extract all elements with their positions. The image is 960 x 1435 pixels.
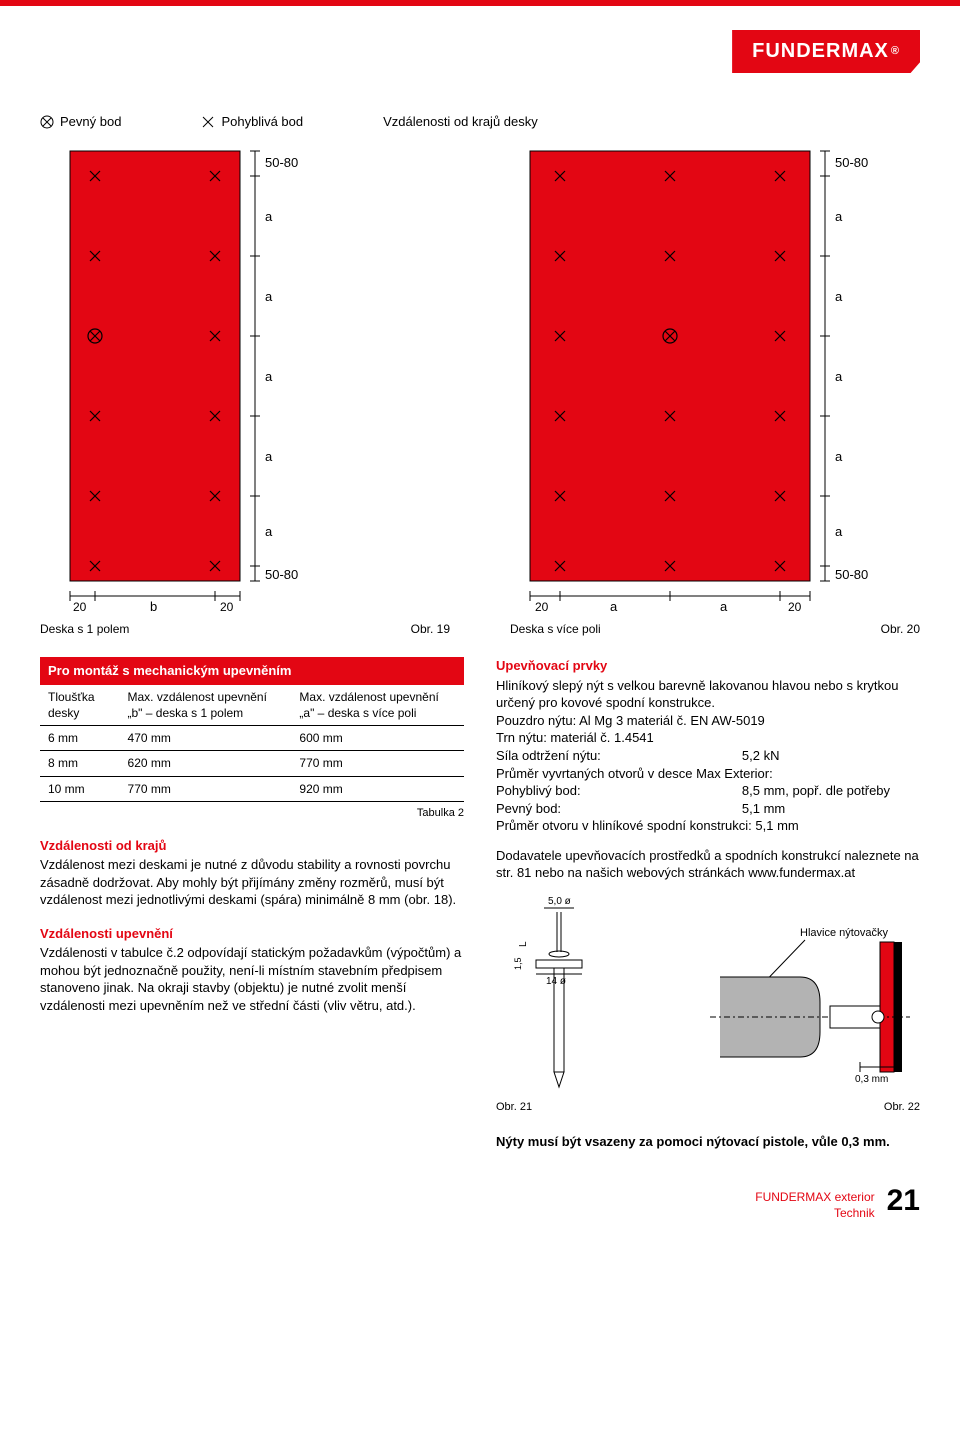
svg-text:20: 20 bbox=[788, 600, 802, 611]
table-col1: Tloušťka desky bbox=[40, 685, 120, 726]
sec2-body: Vzdálenosti v tabulce č.2 odpovídají sta… bbox=[40, 944, 464, 1014]
svg-text:b: b bbox=[150, 599, 157, 611]
table-row: 8 mm620 mm770 mm bbox=[40, 751, 464, 776]
legend: Pevný bod Pohyblivá bod Vzdálenosti od k… bbox=[40, 113, 920, 131]
content-columns: Pro montáž s mechanickým upevněním Tlouš… bbox=[40, 657, 920, 1161]
svg-text:a: a bbox=[720, 599, 728, 611]
spacing-table: Tloušťka desky Max. vzdálenost upevnění … bbox=[40, 685, 464, 802]
svg-text:a: a bbox=[265, 209, 273, 224]
rivet-head-icon: Hlavice nýtovačky 0,3 mm bbox=[700, 922, 920, 1092]
legend-fixed-label: Pevný bod bbox=[60, 113, 121, 131]
fig19-labels: Deska s 1 polem Obr. 19 bbox=[40, 621, 450, 637]
legend-sliding-label: Pohyblivá bod bbox=[221, 113, 303, 131]
page: FUNDERMAX® Pevný bod Pohyblivá bod Vzdál… bbox=[0, 10, 960, 1251]
svg-text:a: a bbox=[835, 369, 843, 384]
svg-text:L: L bbox=[518, 941, 529, 947]
footer-line1: FUNDERMAX exterior bbox=[755, 1189, 874, 1205]
spec-row: Průměr vyvrtaných otvorů v desce Max Ext… bbox=[496, 765, 920, 783]
diagram-single-field: 50-80 a a a a a 50-80 20 b 20 Deska s 1 … bbox=[40, 141, 450, 638]
svg-text:50-80: 50-80 bbox=[835, 155, 868, 170]
spec-row: Pohyblivý bod:8,5 mm, popř. dle potřeby bbox=[496, 782, 920, 800]
svg-text:20: 20 bbox=[220, 600, 234, 611]
table-col3: Max. vzdálenost upevnění „a" – deska s v… bbox=[291, 685, 464, 726]
sec3-intro: Hliníkový slepý nýt s velkou barevně lak… bbox=[496, 677, 920, 712]
sec3-supplier: Dodavatele upevňovacích prostředků a spo… bbox=[496, 847, 920, 882]
sec3-line1: Pouzdro nýtu: Al Mg 3 materiál č. EN AW-… bbox=[496, 712, 920, 730]
svg-text:a: a bbox=[610, 599, 618, 611]
sec1-body: Vzdálenost mezi deskami je nutné z důvod… bbox=[40, 856, 464, 909]
brand-logo: FUNDERMAX® bbox=[732, 30, 920, 73]
fig21: 5,0 ø L 1,5 14 ø bbox=[496, 892, 680, 1115]
right-column: Upevňovací prvky Hliníkový slepý nýt s v… bbox=[496, 657, 920, 1161]
dim-top: 50-80 bbox=[265, 155, 298, 170]
fig20-right: Obr. 20 bbox=[881, 621, 920, 637]
spec-row: Síla odtržení nýtu:5,2 kN bbox=[496, 747, 920, 765]
svg-text:a: a bbox=[265, 449, 273, 464]
diagram-multi-field: 50-80 a a a a a 50-80 20 a a 20 Desk bbox=[510, 141, 920, 638]
svg-text:1,5: 1,5 bbox=[513, 957, 523, 970]
table-header: Pro montáž s mechanickým upevněním bbox=[40, 657, 464, 685]
footer-line2: Technik bbox=[755, 1205, 874, 1221]
svg-text:50-80: 50-80 bbox=[835, 567, 868, 582]
sec2-hdr: Vzdálenosti upevnění bbox=[40, 925, 464, 943]
brand-text: FUNDERMAX bbox=[752, 38, 889, 65]
panel-multi-svg: 50-80 a a a a a 50-80 20 a a 20 bbox=[510, 141, 870, 611]
legend-edge: Vzdálenosti od krajů desky bbox=[383, 113, 538, 131]
legend-sliding: Pohyblivá bod bbox=[201, 113, 303, 131]
header-rule bbox=[0, 0, 960, 6]
svg-text:20: 20 bbox=[535, 600, 549, 611]
registered-icon: ® bbox=[891, 44, 900, 59]
legend-edge-label: Vzdálenosti od krajů desky bbox=[383, 113, 538, 131]
panel-diagrams: 50-80 a a a a a 50-80 20 b 20 Deska s 1 … bbox=[40, 141, 920, 638]
sec1-hdr: Vzdálenosti od krajů bbox=[40, 837, 464, 855]
svg-text:a: a bbox=[835, 449, 843, 464]
rivet-figures: 5,0 ø L 1,5 14 ø bbox=[496, 892, 920, 1115]
svg-text:a: a bbox=[265, 524, 273, 539]
sliding-point-icon bbox=[201, 115, 215, 129]
svg-text:0,3 mm: 0,3 mm bbox=[855, 1074, 888, 1085]
table-row: 10 mm770 mm920 mm bbox=[40, 776, 464, 801]
table-row: 6 mm470 mm600 mm bbox=[40, 726, 464, 751]
svg-text:a: a bbox=[835, 289, 843, 304]
legend-fixed: Pevný bod bbox=[40, 113, 121, 131]
fixed-point-icon bbox=[40, 115, 54, 129]
fig21-caption: Obr. 21 bbox=[496, 1100, 680, 1115]
rivet-head-label: Hlavice nýtovačky bbox=[800, 927, 889, 939]
fig20-left: Deska s více poli bbox=[510, 621, 601, 637]
footer-text: FUNDERMAX exterior Technik bbox=[755, 1189, 874, 1221]
svg-text:5,0 ø: 5,0 ø bbox=[548, 896, 571, 907]
svg-text:a: a bbox=[835, 524, 843, 539]
fig19-left: Deska s 1 polem bbox=[40, 621, 129, 637]
spec-row: Pevný bod:5,1 mm bbox=[496, 800, 920, 818]
svg-text:a: a bbox=[265, 289, 273, 304]
fig19-right: Obr. 19 bbox=[411, 621, 450, 637]
table-col2: Max. vzdálenost upevnění „b" – deska s 1… bbox=[120, 685, 292, 726]
rivet-drawing-icon: 5,0 ø L 1,5 14 ø bbox=[496, 892, 626, 1092]
fig22: Hlavice nýtovačky 0,3 mm bbox=[700, 922, 920, 1115]
brand-area: FUNDERMAX® bbox=[40, 30, 920, 73]
svg-text:50-80: 50-80 bbox=[265, 567, 298, 582]
sec3-line2: Trn nýtu: materiál č. 1.4541 bbox=[496, 729, 920, 747]
left-column: Pro montáž s mechanickým upevněním Tlouš… bbox=[40, 657, 464, 1161]
table-caption: Tabulka 2 bbox=[40, 806, 464, 821]
svg-text:14 ø: 14 ø bbox=[546, 976, 566, 987]
svg-text:a: a bbox=[265, 369, 273, 384]
bottom-note: Nýty musí být vsazeny za pomoci nýtovací… bbox=[496, 1133, 920, 1151]
page-number: 21 bbox=[887, 1181, 920, 1222]
panel-single-svg: 50-80 a a a a a 50-80 20 b 20 bbox=[40, 141, 340, 611]
svg-text:a: a bbox=[835, 209, 843, 224]
fig20-labels: Deska s více poli Obr. 20 bbox=[510, 621, 920, 637]
svg-text:20: 20 bbox=[73, 600, 87, 611]
page-footer: FUNDERMAX exterior Technik 21 bbox=[40, 1181, 920, 1222]
fig22-caption: Obr. 22 bbox=[700, 1100, 920, 1115]
spec-row: Průměr otvoru v hliníkové spodní konstru… bbox=[496, 817, 920, 835]
sec3-hdr: Upevňovací prvky bbox=[496, 657, 920, 675]
